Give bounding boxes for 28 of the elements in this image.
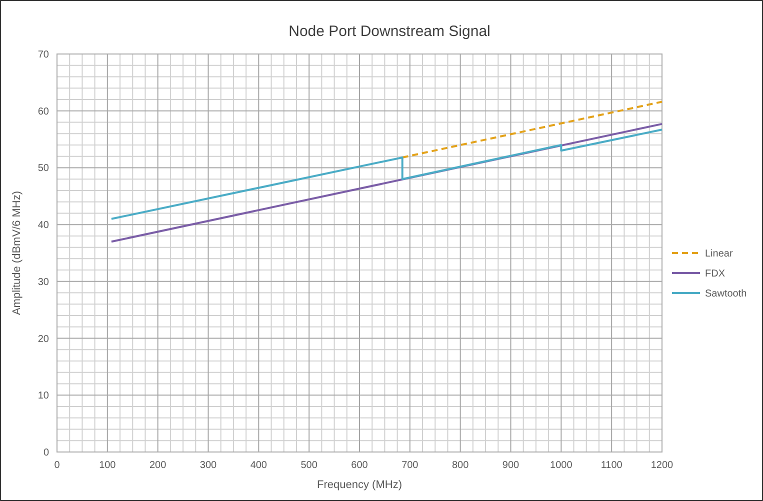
y-tick-label: 10 <box>38 390 50 402</box>
y-tick-label: 0 <box>43 448 50 458</box>
y-tick-label: 20 <box>38 334 50 345</box>
x-tick-label: 900 <box>502 460 520 471</box>
x-tick-label: 200 <box>149 460 167 471</box>
x-tick-label: 100 <box>99 460 116 471</box>
x-tick-label: 500 <box>300 460 318 471</box>
x-tick-label: 1100 <box>600 460 623 471</box>
x-tick-label: 0 <box>54 460 60 471</box>
legend-label: Sawtooth <box>705 288 747 300</box>
y-axis-title: Amplitude (dBmV/6 MHz) <box>11 190 23 316</box>
x-tick-label: 300 <box>200 460 218 471</box>
chart-title: Node Port Downstream Signal <box>288 23 490 40</box>
x-tick-label: 1000 <box>550 460 573 471</box>
legend-label: Linear <box>705 248 734 260</box>
x-tick-label: 600 <box>351 460 368 471</box>
x-axis-title: Frequency (MHz) <box>317 479 402 491</box>
x-tick-label: 400 <box>250 460 268 471</box>
x-tick-label: 700 <box>402 460 419 471</box>
y-tick-label: 40 <box>38 220 50 232</box>
y-tick-label: 50 <box>38 163 50 174</box>
line-series <box>110 128 663 220</box>
y-tick-label: 70 <box>38 50 50 60</box>
x-tick-label: 800 <box>452 460 470 471</box>
legend-label: FDX <box>705 268 726 280</box>
y-tick-label: 30 <box>38 276 50 288</box>
x-tick-label: 1200 <box>650 460 674 471</box>
y-tick-label: 60 <box>38 106 50 118</box>
